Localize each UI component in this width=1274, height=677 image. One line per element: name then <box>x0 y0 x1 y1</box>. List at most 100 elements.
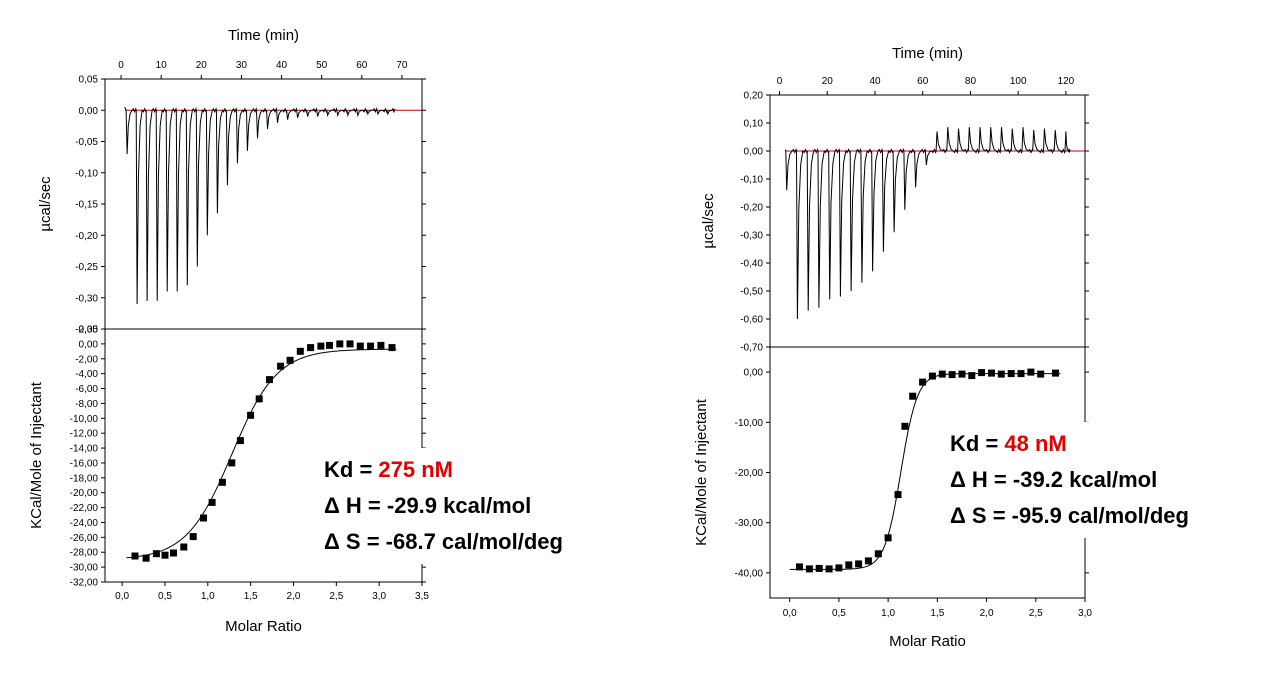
isotherm-data-point <box>845 561 853 569</box>
kcal-tick-label: -28,00 <box>70 548 99 559</box>
isotherm-data-point <box>825 565 833 573</box>
kcal-tick-label: -22,00 <box>70 503 99 514</box>
molar-ratio-tick-label: 0,5 <box>832 608 846 619</box>
thermogram-trace <box>124 106 396 305</box>
kcal-tick-label: -30,00 <box>70 563 99 574</box>
molar-ratio-tick-label: 0,0 <box>115 591 129 602</box>
ucal-tick-label: 0,00 <box>744 147 764 158</box>
isotherm-data-point <box>307 344 315 352</box>
thermogram-trace <box>784 127 1071 320</box>
molar-ratio-tick-label: 1,0 <box>201 591 215 602</box>
time-axis-title: Time (min) <box>892 45 963 62</box>
ucal-tick-label: -0,30 <box>75 293 98 304</box>
kcal-axis-title: KCal/Mole of Injectant <box>693 398 710 546</box>
kcal-tick-label: -4,00 <box>75 369 98 380</box>
kcal-tick-label: -26,00 <box>70 533 99 544</box>
time-tick-label: 60 <box>917 76 929 87</box>
isotherm-data-point <box>388 344 396 352</box>
ucal-tick-label: 0,10 <box>744 119 764 130</box>
delta-s: Δ S = -68.7 cal/mol/deg <box>324 529 563 554</box>
ucal-tick-label: 0,05 <box>79 75 99 86</box>
isotherm-data-point <box>131 552 139 560</box>
ucal-tick-label: -0,05 <box>75 137 98 148</box>
ucal-tick-label: -0,10 <box>740 175 763 186</box>
isotherm-data-point <box>1037 370 1045 378</box>
isotherm-data-point <box>988 369 995 377</box>
isotherm-data-point <box>919 378 927 386</box>
molar-ratio-tick-label: 3,5 <box>415 591 429 602</box>
isotherm-data-point <box>317 342 325 350</box>
ucal-tick-label: -0,25 <box>75 262 98 273</box>
ucal-tick-label: 0,00 <box>79 106 99 117</box>
isotherm-data-point <box>978 369 986 377</box>
time-tick-label: 60 <box>356 60 368 71</box>
time-tick-label: 0 <box>777 76 783 87</box>
isotherm-data-point <box>161 551 169 559</box>
time-tick-label: 30 <box>236 60 248 71</box>
kcal-tick-label: -6,00 <box>75 384 98 395</box>
isotherm-data-point <box>909 392 917 400</box>
time-tick-label: 70 <box>396 60 408 71</box>
isotherm-data-point <box>864 557 872 565</box>
time-tick-label: 80 <box>965 76 977 87</box>
molar-ratio-axis-title: Molar Ratio <box>225 618 302 635</box>
ucal-tick-label: -0,15 <box>75 200 98 211</box>
kcal-tick-label: -10,00 <box>70 414 99 425</box>
isotherm-data-point <box>180 543 188 551</box>
isotherm-data-point <box>296 347 304 355</box>
molar-ratio-tick-label: 3,0 <box>372 591 386 602</box>
isotherm-data-point <box>958 370 966 378</box>
isotherm-data-point <box>356 342 364 350</box>
isotherm-data-point <box>884 534 892 542</box>
molar-ratio-tick-label: 0,5 <box>158 591 172 602</box>
molar-ratio-tick-label: 2,5 <box>329 591 343 602</box>
molar-ratio-tick-label: 1,0 <box>881 608 895 619</box>
isotherm-data-point <box>1007 370 1015 378</box>
isotherm-data-point <box>997 370 1005 378</box>
time-tick-label: 20 <box>822 76 834 87</box>
molar-ratio-tick-label: 2,5 <box>1029 608 1043 619</box>
isotherm-data-point <box>796 563 803 571</box>
isotherm-data-point <box>1027 368 1035 376</box>
kcal-tick-label: -30,00 <box>735 518 764 529</box>
kcal-tick-label: -18,00 <box>70 473 99 484</box>
isotherm-data-point <box>142 554 150 562</box>
thermogram-frame <box>769 94 1086 348</box>
ucal-axis-title: µcal/sec <box>700 193 717 249</box>
isotherm-data-point <box>968 372 976 380</box>
molar-ratio-tick-label: 0,0 <box>783 608 797 619</box>
kcal-tick-label: -32,00 <box>70 578 99 589</box>
kcal-tick-label: -20,00 <box>735 468 764 479</box>
isotherm-data-point <box>208 498 216 506</box>
time-tick-label: 50 <box>316 60 328 71</box>
isotherm-data-point <box>247 411 255 419</box>
isotherm-data-point <box>255 395 263 403</box>
isotherm-data-point <box>377 341 385 349</box>
delta-h: Δ H = -29.9 kcal/mol <box>324 493 532 518</box>
molar-ratio-tick-label: 3,0 <box>1078 608 1092 619</box>
kd-label: Kd = <box>950 431 1005 456</box>
kcal-tick-label: 0,00 <box>79 339 99 350</box>
kd-label: Kd = <box>324 457 379 482</box>
time-tick-label: 40 <box>276 60 288 71</box>
kcal-tick-label: 2,00 <box>79 325 99 336</box>
kcal-tick-label: 0,00 <box>744 368 764 379</box>
isotherm-data-point <box>855 560 863 568</box>
isotherm-data-point <box>874 550 882 558</box>
ucal-tick-label: 0,20 <box>744 91 764 102</box>
delta-s: Δ S = -95.9 cal/mol/deg <box>950 503 1189 528</box>
time-tick-label: 40 <box>869 76 881 87</box>
thermogram-frame <box>104 78 423 330</box>
isotherm-data-point <box>346 340 354 348</box>
kd-value: 48 nM <box>1004 431 1067 456</box>
ucal-tick-label: -0,40 <box>740 259 763 270</box>
isotherm-data-point <box>1017 370 1025 378</box>
molar-ratio-tick-label: 1,5 <box>930 608 944 619</box>
kcal-tick-label: -14,00 <box>70 444 99 455</box>
isotherm-data-point <box>286 356 294 364</box>
molar-ratio-tick-label: 1,5 <box>244 591 258 602</box>
isotherm-data-point <box>948 371 956 379</box>
ucal-tick-label: -0,20 <box>75 231 98 242</box>
thermo-annotation-right: Kd = 48 nM Δ H = -39.2 kcal/mol Δ S = -9… <box>944 422 1195 538</box>
